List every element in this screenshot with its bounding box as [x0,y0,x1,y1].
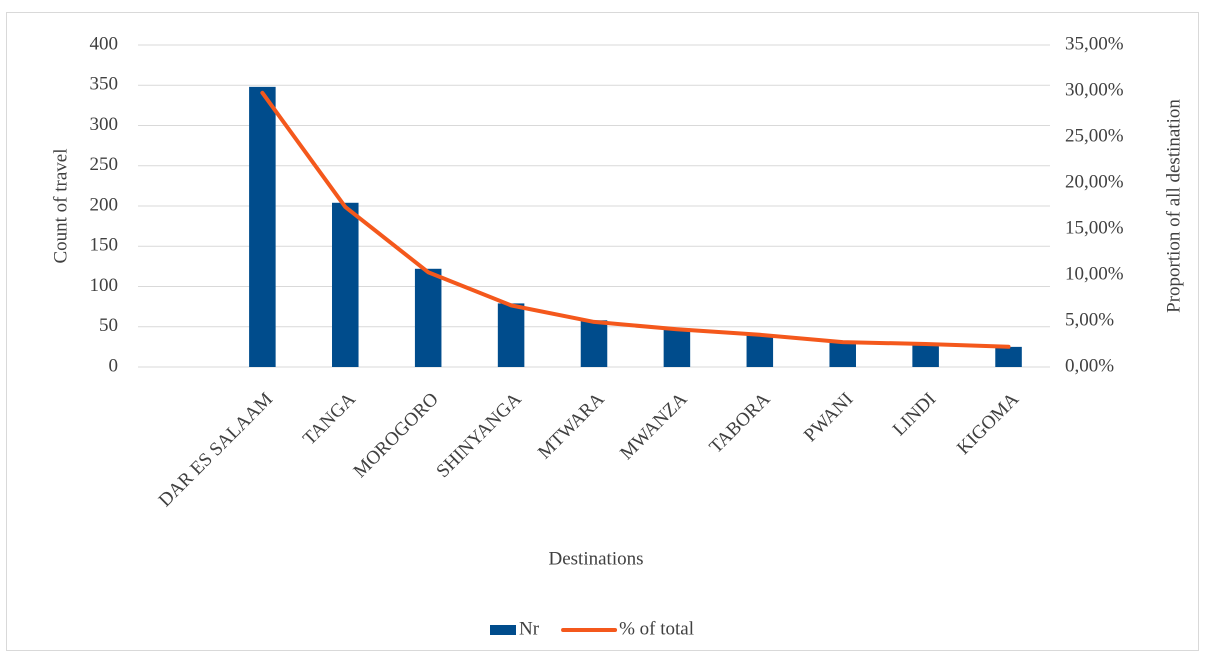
y-tick-label: 0 [109,355,119,376]
bar [663,328,691,367]
bar [249,86,276,368]
bar [995,346,1022,367]
y-tick-label: 50 [99,315,118,336]
y2-tick-label: 5,00% [1065,309,1114,330]
bar [829,341,856,367]
y-axis-title: Count of travel [50,148,71,263]
y2-tick-label: 20,00% [1065,171,1124,192]
y-tick-label: 350 [90,74,119,95]
y-tick-label: 400 [90,33,119,54]
bar [580,320,608,367]
y2-tick-label: 10,00% [1065,263,1124,284]
legend-label: Nr [519,618,540,639]
legend-label: % of total [619,618,694,639]
x-axis-title: Destinations [549,548,644,569]
y-tick-label: 200 [90,194,119,215]
y2-tick-label: 25,00% [1065,125,1124,146]
bar [912,343,939,367]
y-tick-label: 250 [90,154,119,175]
legend-swatch [490,625,516,635]
y2-tick-label: 35,00% [1065,33,1124,54]
bar [746,333,774,367]
y2-tick-label: 15,00% [1065,217,1124,238]
bar [497,303,525,367]
bar [332,202,359,367]
y-tick-label: 300 [90,114,119,135]
bar [414,268,442,367]
y-tick-label: 150 [90,235,119,256]
y2-axis-title: Proportion of all destination [1163,99,1184,313]
y-tick-label: 100 [90,275,119,296]
y2-tick-label: 0,00% [1065,355,1114,376]
line [260,90,1011,349]
y2-tick-label: 30,00% [1065,79,1124,100]
